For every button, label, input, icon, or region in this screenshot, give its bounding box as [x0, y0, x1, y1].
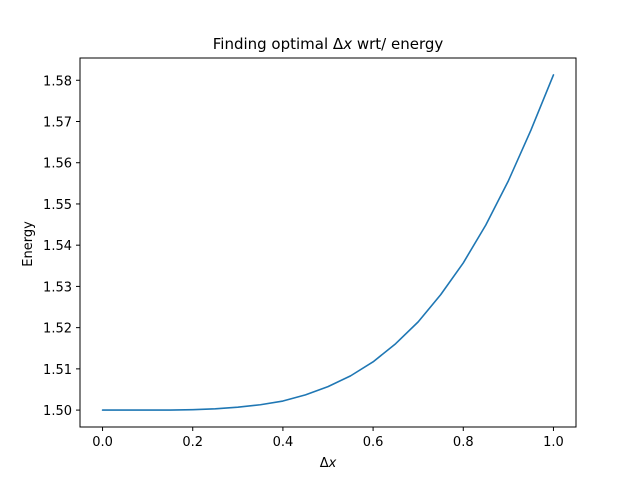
x-tick-label: 0.4: [273, 435, 294, 450]
x-tick-label: 1.0: [543, 435, 564, 450]
y-tick-label: 1.57: [43, 115, 72, 130]
y-axis-label: Energy: [21, 221, 36, 267]
y-tick-label: 1.53: [43, 280, 72, 295]
chart-title: Finding optimal Δx wrt/ energy: [213, 35, 444, 53]
y-tick-label: 1.56: [43, 157, 72, 172]
axes-frame: [79, 57, 577, 428]
ticks-layer: 0.0 0.2 0.4 0.6 0.8 1.0 1.50 1.51 1.52 1.53 1.54 1.…: [43, 74, 564, 450]
y-tick-label: 1.50: [43, 404, 72, 419]
x-tick-label: 0.0: [92, 435, 113, 450]
series-layer: [101, 74, 555, 411]
y-tick-label: 1.51: [43, 363, 72, 378]
energy-series-line: [101, 74, 555, 411]
y-tick-label: 1.52: [43, 322, 72, 337]
y-tick-label: 1.55: [43, 198, 72, 213]
x-tick-label: 0.2: [182, 435, 203, 450]
x-tick-label: 0.8: [453, 435, 474, 450]
y-tick-label: 1.54: [43, 239, 72, 254]
x-tick-label: 0.6: [363, 435, 384, 450]
y-tick-label: 1.58: [43, 74, 72, 89]
x-axis-label: Δx: [320, 456, 337, 471]
